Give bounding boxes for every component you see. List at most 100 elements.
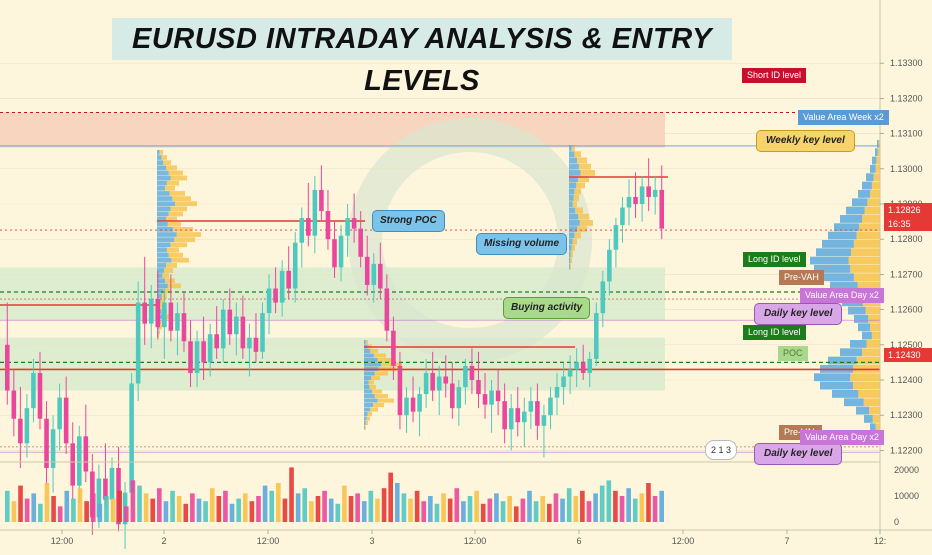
profile-day3-bar	[364, 394, 375, 399]
profile-day2-bar	[173, 227, 193, 232]
volume-bar	[282, 498, 288, 522]
event-badge[interactable]: 2 1 3	[705, 440, 737, 460]
profile-day6-bar	[569, 188, 575, 195]
profile-day6-bar	[569, 151, 575, 158]
tag-value-area-day-2: Value Area Day x2	[800, 430, 884, 445]
tag-value-area-week: Value Area Week x2	[798, 110, 889, 125]
volume-bar	[580, 490, 585, 522]
profile-day3-bar	[364, 425, 366, 430]
candle-body	[168, 302, 174, 331]
candle-body	[580, 362, 586, 373]
volume-bar	[229, 503, 235, 522]
price-tag-current: 1.12826	[884, 203, 932, 217]
candle-body	[561, 376, 566, 388]
tag-long-id-level-1: Long ID level	[743, 252, 806, 267]
volume-bar	[606, 480, 612, 522]
profile-day2-bar	[171, 257, 189, 263]
profile-day2-bar	[164, 268, 173, 273]
volume-bar	[533, 501, 539, 522]
profile-day3-bar	[364, 385, 370, 390]
profile-day6-bar	[569, 263, 570, 270]
volume-bar	[639, 493, 645, 522]
volume-bar	[434, 503, 440, 522]
profile-day3-bar	[370, 407, 378, 412]
volume-bar	[249, 501, 255, 522]
profile-day6-bar	[569, 226, 578, 233]
volume-bar	[355, 493, 360, 522]
profile-day3-bar	[364, 416, 367, 421]
candle-body	[384, 288, 390, 331]
candle-body	[567, 369, 573, 377]
candle-body	[4, 344, 10, 391]
price-tick-label: 1.13300	[890, 58, 923, 68]
volume-bar	[540, 496, 546, 522]
candle-body	[607, 249, 612, 282]
volume-bar	[619, 496, 625, 522]
volume-bar	[31, 493, 37, 522]
volume-bar	[527, 490, 532, 522]
profile-day3-bar	[364, 398, 378, 403]
profile-composite-bar	[858, 323, 871, 332]
profile-composite-bar	[862, 348, 880, 357]
volume-bar	[441, 493, 446, 522]
profile-day2-bar	[157, 237, 175, 243]
volume-tick-label: 10000	[894, 491, 919, 501]
volume-bar	[361, 501, 367, 522]
profile-day6-bar	[569, 232, 575, 239]
candle-body	[633, 196, 638, 204]
volume-bar	[203, 501, 208, 522]
candle-body	[417, 394, 422, 412]
profile-day3-bar	[364, 403, 373, 408]
profile-day2-bar	[157, 170, 169, 176]
profile-day3-bar	[364, 380, 369, 385]
candle-body	[502, 401, 507, 430]
profile-day3-bar	[364, 407, 371, 412]
tag-poc: POC	[778, 346, 808, 361]
profile-day2-bar	[157, 227, 174, 232]
profile-day6-bar	[569, 170, 581, 176]
candle-body	[639, 186, 645, 204]
candle-body	[593, 313, 599, 359]
profile-day3-bar	[377, 398, 394, 403]
profile-day3-bar	[364, 371, 375, 376]
volume-bar	[176, 496, 182, 522]
profile-day2-bar	[158, 329, 160, 335]
candle-body	[554, 387, 560, 398]
volume-bar	[209, 488, 215, 522]
volume-bar	[408, 498, 413, 522]
candle-body	[515, 408, 521, 423]
profile-day2-bar	[157, 273, 163, 278]
profile-composite-bar	[857, 281, 880, 290]
volume-bar	[454, 488, 460, 522]
profile-day2-bar	[172, 196, 191, 201]
profile-day2-bar	[168, 211, 183, 217]
profile-day3-bar	[366, 416, 370, 421]
volume-bar	[18, 485, 23, 522]
volume-bar	[487, 498, 493, 522]
candle-body	[207, 334, 213, 363]
profile-day2-bar	[165, 185, 175, 191]
profile-composite-bar	[859, 223, 880, 232]
event-badge-label: 2 1 3	[710, 445, 732, 455]
profile-composite-bar	[848, 256, 880, 265]
candle-body	[443, 376, 449, 384]
volume-bar	[613, 490, 618, 522]
candle-body	[397, 365, 403, 416]
profile-day2-bar	[157, 191, 170, 196]
profile-day3-bar	[364, 340, 366, 345]
profile-composite-bar	[830, 281, 858, 290]
profile-day3-bar	[374, 394, 388, 399]
profile-day3-bar	[365, 421, 368, 426]
profile-day3-bar	[364, 421, 366, 426]
profile-day2-bar	[170, 206, 187, 212]
candle-body	[404, 397, 409, 416]
profile-day3-bar	[364, 376, 372, 381]
profile-composite-bar	[858, 390, 880, 398]
volume-bar	[157, 488, 162, 522]
profile-day2-bar	[166, 216, 177, 222]
profile-day2-bar	[157, 160, 164, 166]
profile-composite-bar	[870, 423, 876, 432]
volume-bar	[44, 483, 50, 522]
volume-bar	[632, 498, 638, 522]
volume-bar	[84, 501, 89, 522]
